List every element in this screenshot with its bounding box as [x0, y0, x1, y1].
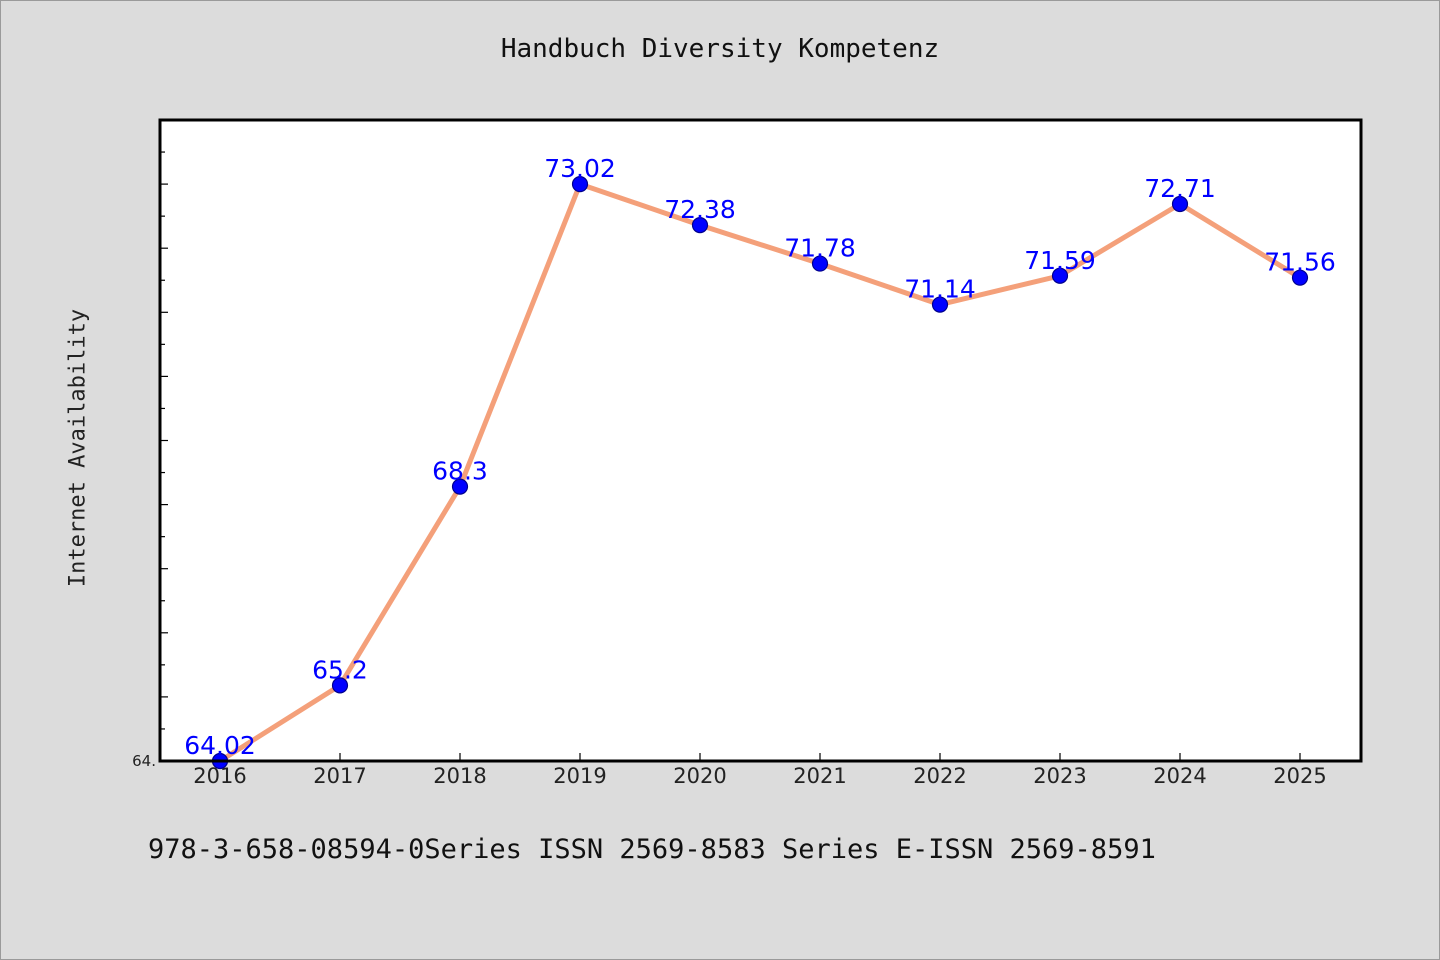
data-label: 71.56 [1264, 248, 1336, 277]
footer-isbn-text: 978-3-658-08594-0Series ISSN 2569-8583 S… [148, 834, 1156, 865]
y-tick-label: 64. [132, 752, 156, 770]
data-label: 64.02 [184, 731, 256, 760]
x-tick-label: 2023 [1033, 764, 1086, 788]
x-tick-label: 2021 [793, 764, 846, 788]
data-label: 72.71 [1144, 174, 1216, 203]
plot-frame [158, 118, 1363, 763]
data-point [1051, 267, 1069, 284]
data-label: 72.38 [664, 195, 736, 224]
data-label: 71.14 [904, 275, 976, 304]
y-axis-tick-labels: 64. [132, 752, 156, 770]
series-lines [217, 181, 1303, 764]
series-line [217, 181, 1303, 764]
data-point [331, 677, 349, 694]
data-point [451, 478, 469, 495]
x-tick-label: 2022 [913, 764, 966, 788]
data-label: 71.78 [784, 234, 856, 263]
data-point [931, 296, 949, 313]
x-tick-label: 2024 [1153, 764, 1206, 788]
data-point [1171, 195, 1189, 213]
chart-title: Handbuch Diversity Kompetenz [500, 34, 940, 64]
x-tick-label: 2019 [553, 764, 606, 788]
data-labels: 64.02 65.2 68.3 73.02 72.38 71.78 71.14 71.59 72… [184, 154, 1336, 760]
x-tick-label: 2025 [1273, 764, 1326, 788]
data-point [1291, 269, 1309, 286]
data-point [571, 176, 589, 193]
data-point [691, 217, 709, 234]
x-tick-label: 2018 [433, 764, 486, 788]
data-label: 65.2 [312, 655, 368, 684]
data-markers [211, 176, 1309, 770]
data-label: 71.59 [1024, 246, 1096, 275]
data-point [811, 255, 829, 272]
x-tick-label: 2020 [673, 764, 726, 788]
x-tick-label: 2017 [313, 764, 366, 788]
x-axis-tick-labels: 2016 2017 2018 2019 2020 2021 2022 2023 2024 2025 [193, 764, 1326, 788]
data-label: 73.02 [544, 154, 616, 183]
data-label: 68.3 [432, 457, 488, 486]
